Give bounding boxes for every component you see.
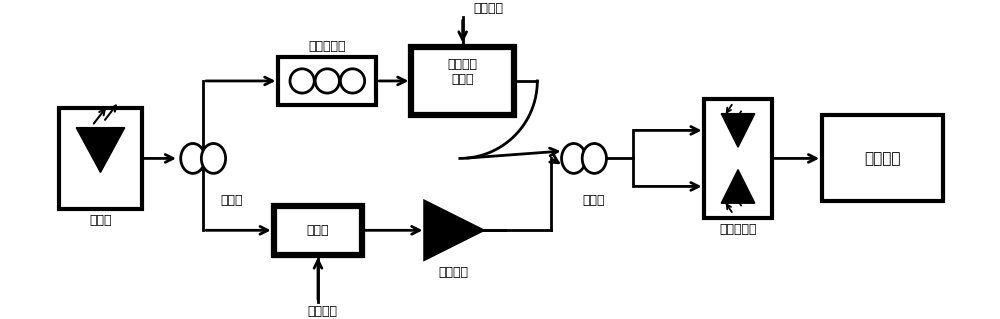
Circle shape	[315, 69, 339, 93]
Bar	[59, 108, 142, 209]
Text: 分束器: 分束器	[220, 194, 242, 207]
Polygon shape	[425, 202, 481, 258]
Ellipse shape	[582, 144, 606, 173]
Ellipse shape	[201, 144, 226, 173]
Polygon shape	[76, 128, 125, 173]
Text: 偏振控制器: 偏振控制器	[309, 40, 346, 53]
Text: 平衡探测器: 平衡探测器	[719, 223, 757, 236]
Text: 激光源: 激光源	[89, 213, 112, 226]
Text: 微波振荡: 微波振荡	[308, 305, 338, 318]
Circle shape	[290, 69, 314, 93]
Text: 数字处理: 数字处理	[864, 151, 901, 166]
Bar	[822, 115, 943, 201]
Text: 耦合器: 耦合器	[582, 194, 605, 207]
Polygon shape	[721, 170, 755, 203]
Text: 待测微波: 待测微波	[474, 2, 504, 15]
Bar	[704, 99, 772, 218]
Circle shape	[340, 69, 365, 93]
Ellipse shape	[181, 144, 205, 173]
Text: 扫频源: 扫频源	[307, 224, 329, 237]
Bar	[411, 47, 514, 115]
Text: 光放大器: 光放大器	[438, 266, 468, 279]
Bar	[278, 57, 376, 105]
Ellipse shape	[562, 144, 586, 173]
Text: 马赫曾德
调制器: 马赫曾德 调制器	[448, 58, 478, 85]
Bar	[274, 206, 362, 255]
Polygon shape	[721, 114, 755, 147]
